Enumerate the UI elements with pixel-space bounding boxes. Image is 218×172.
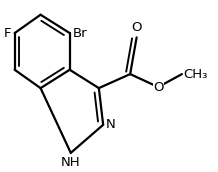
- Text: CH₃: CH₃: [184, 68, 208, 81]
- Text: O: O: [131, 21, 142, 34]
- Text: NH: NH: [61, 156, 81, 169]
- Text: F: F: [4, 26, 11, 40]
- Text: Br: Br: [73, 26, 88, 40]
- Text: N: N: [105, 118, 115, 131]
- Text: O: O: [153, 80, 164, 94]
